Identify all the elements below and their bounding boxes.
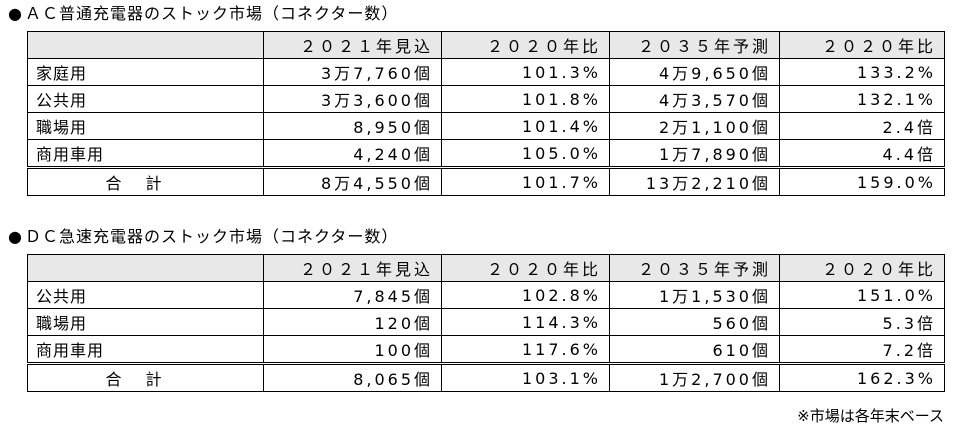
table-row: 商用車用 100個 117.6% 610個 7.2倍 [27,335,945,364]
header-2035-ratio: ２０２０年比 [779,31,945,59]
table-row: 商用車用 4,240個 105.0% 1万7,890個 4.4倍 [27,139,945,168]
row-label: 商用車用 [27,335,264,364]
table-row: 職場用 120個 114.3% 560個 5.3倍 [27,308,945,336]
cell-2021-ratio: 101.4% [441,112,610,140]
header-2035-forecast: ２０３５年予測 [609,31,780,59]
total-2021-value: 8万4,550個 [263,166,442,196]
row-label: 家庭用 [27,58,264,86]
cell-2021-value: 120個 [263,308,442,336]
cell-2021-ratio: 105.0% [441,139,610,168]
table-total-row: 合計 8万4,550個 101.7% 13万2,210個 159.0% [27,166,945,196]
header-2021-forecast: ２０２１年見込 [263,31,442,59]
total-2035-value: 13万2,210個 [609,166,780,196]
row-label: 職場用 [27,112,264,140]
table-total-row: 合計 8,065個 103.1% 1万2,700個 162.3% [27,362,945,392]
cell-2021-value: 4,240個 [263,139,442,168]
cell-2021-value: 100個 [263,335,442,364]
cell-2035-value: 610個 [609,335,780,364]
cell-2035-value: 560個 [609,308,780,336]
row-label: 商用車用 [27,139,264,168]
footnote: ※市場は各年末ベース [797,407,944,425]
cell-2035-value: 1万1,530個 [609,281,780,309]
cell-2021-ratio: 102.8% [441,281,610,309]
table-header-row: ２０２１年見込 ２０２０年比 ２０３５年予測 ２０２０年比 [27,254,945,282]
row-label: 公共用 [27,281,264,309]
header-2021-ratio: ２０２０年比 [441,254,610,282]
cell-2035-value: 2万1,100個 [609,112,780,140]
table-row: 職場用 8,950個 101.4% 2万1,100個 2.4倍 [27,112,945,140]
total-2035-value: 1万2,700個 [609,362,780,392]
cell-2035-ratio: 4.4倍 [779,139,945,168]
cell-2021-ratio: 114.3% [441,308,610,336]
cell-2021-value: 3万7,760個 [263,58,442,86]
dc-section-title: ● ＤＣ急速充電器のストック市場（コネクター数） [8,227,398,247]
total-2035-ratio: 162.3% [779,362,945,392]
cell-2035-ratio: 5.3倍 [779,308,945,336]
cell-2035-ratio: 7.2倍 [779,335,945,364]
total-2035-ratio: 159.0% [779,166,945,196]
cell-2021-value: 3万3,600個 [263,85,442,113]
total-2021-ratio: 103.1% [441,362,610,392]
total-label: 合計 [27,166,264,196]
cell-2035-value: 4万9,650個 [609,58,780,86]
cell-2035-ratio: 2.4倍 [779,112,945,140]
cell-2035-value: 4万3,570個 [609,85,780,113]
ac-stock-table: ２０２１年見込 ２０２０年比 ２０３５年予測 ２０２０年比 家庭用 3万7,76… [27,31,945,196]
header-2035-forecast: ２０３５年予測 [609,254,780,282]
row-label: 公共用 [27,85,264,113]
cell-2035-value: 1万7,890個 [609,139,780,168]
header-corner [27,254,264,282]
total-label: 合計 [27,362,264,392]
table-row: 公共用 3万3,600個 101.8% 4万3,570個 132.1% [27,85,945,113]
header-2035-ratio: ２０２０年比 [779,254,945,282]
cell-2035-ratio: 151.0% [779,281,945,309]
cell-2021-ratio: 101.8% [441,85,610,113]
header-2021-ratio: ２０２０年比 [441,31,610,59]
table-row: 家庭用 3万7,760個 101.3% 4万9,650個 133.2% [27,58,945,86]
bullet-icon: ● [8,227,23,246]
bullet-icon: ● [8,4,23,23]
cell-2021-value: 7,845個 [263,281,442,309]
dc-stock-table: ２０２１年見込 ２０２０年比 ２０３５年予測 ２０２０年比 公共用 7,845個… [27,254,945,392]
total-2021-value: 8,065個 [263,362,442,392]
header-corner [27,31,264,59]
table-row: 公共用 7,845個 102.8% 1万1,530個 151.0% [27,281,945,309]
ac-section-title: ● ＡＣ普通充電器のストック市場（コネクター数） [8,4,398,24]
dc-title-text: ＤＣ急速充電器のストック市場（コネクター数） [24,227,399,246]
cell-2035-ratio: 133.2% [779,58,945,86]
cell-2035-ratio: 132.1% [779,85,945,113]
cell-2021-ratio: 101.3% [441,58,610,86]
cell-2021-value: 8,950個 [263,112,442,140]
table-header-row: ２０２１年見込 ２０２０年比 ２０３５年予測 ２０２０年比 [27,31,945,59]
cell-2021-ratio: 117.6% [441,335,610,364]
row-label: 職場用 [27,308,264,336]
total-2021-ratio: 101.7% [441,166,610,196]
header-2021-forecast: ２０２１年見込 [263,254,442,282]
ac-title-text: ＡＣ普通充電器のストック市場（コネクター数） [24,4,399,23]
